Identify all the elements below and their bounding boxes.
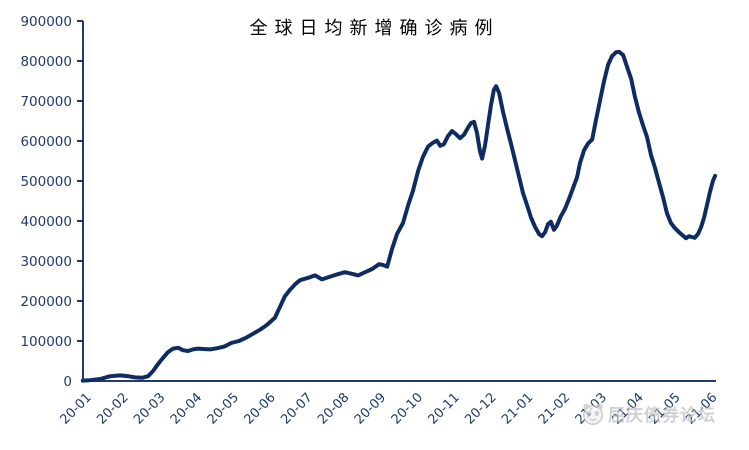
x-tick-label: 20-09 (352, 390, 389, 427)
y-tick-label: 700000 (20, 94, 72, 110)
watermark: 屈庆债券论坛 (581, 401, 716, 426)
y-tick-label: 900000 (20, 14, 72, 30)
x-tick-label: 20-06 (242, 390, 279, 427)
y-tick-label: 500000 (20, 174, 72, 190)
x-tick-label: 20-12 (462, 390, 499, 427)
y-tick-label: 400000 (20, 214, 72, 230)
chart-title: 全球日均新增确诊病例 (249, 18, 500, 39)
watermark-text: 屈庆债券论坛 (608, 406, 716, 426)
x-tick-label: 21-01 (499, 390, 536, 427)
y-tick-label: 800000 (20, 54, 72, 70)
x-tick-label: 20-02 (94, 390, 131, 427)
x-tick-label: 21-02 (536, 390, 573, 427)
x-tick-label: 20-10 (389, 390, 426, 427)
x-tick-label: 20-07 (278, 390, 315, 427)
x-tick-label: 20-03 (131, 390, 168, 427)
x-tick-label: 20-05 (205, 390, 242, 427)
series-line (80, 49, 718, 383)
x-tick-label: 20-11 (426, 390, 463, 427)
y-tick-label: 100000 (20, 334, 72, 350)
y-tick-label: 0 (63, 374, 72, 390)
panda-face-logo-icon (583, 403, 603, 425)
x-tick-label: 20-04 (168, 390, 205, 427)
x-tick-label: 20-08 (315, 390, 352, 427)
y-tick-label: 200000 (20, 294, 72, 310)
y-tick-label: 600000 (20, 134, 72, 150)
y-tick-label: 300000 (20, 254, 72, 270)
x-tick-label: 20-01 (58, 390, 95, 427)
